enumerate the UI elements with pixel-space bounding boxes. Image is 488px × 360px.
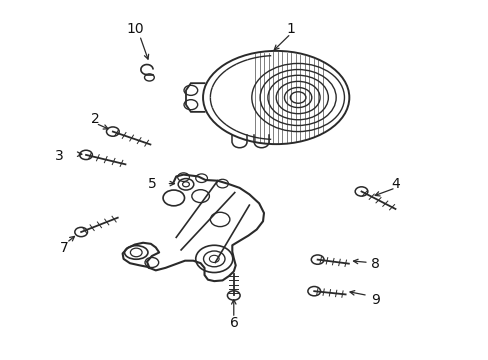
Text: 3: 3	[55, 149, 64, 163]
Text: 4: 4	[390, 177, 399, 190]
Text: 10: 10	[126, 22, 143, 36]
Text: 1: 1	[286, 22, 295, 36]
Text: 7: 7	[60, 241, 68, 255]
Text: 5: 5	[148, 177, 157, 190]
Text: 2: 2	[91, 112, 100, 126]
Text: 9: 9	[370, 293, 379, 307]
Text: 6: 6	[230, 316, 239, 330]
Text: 8: 8	[370, 257, 379, 271]
